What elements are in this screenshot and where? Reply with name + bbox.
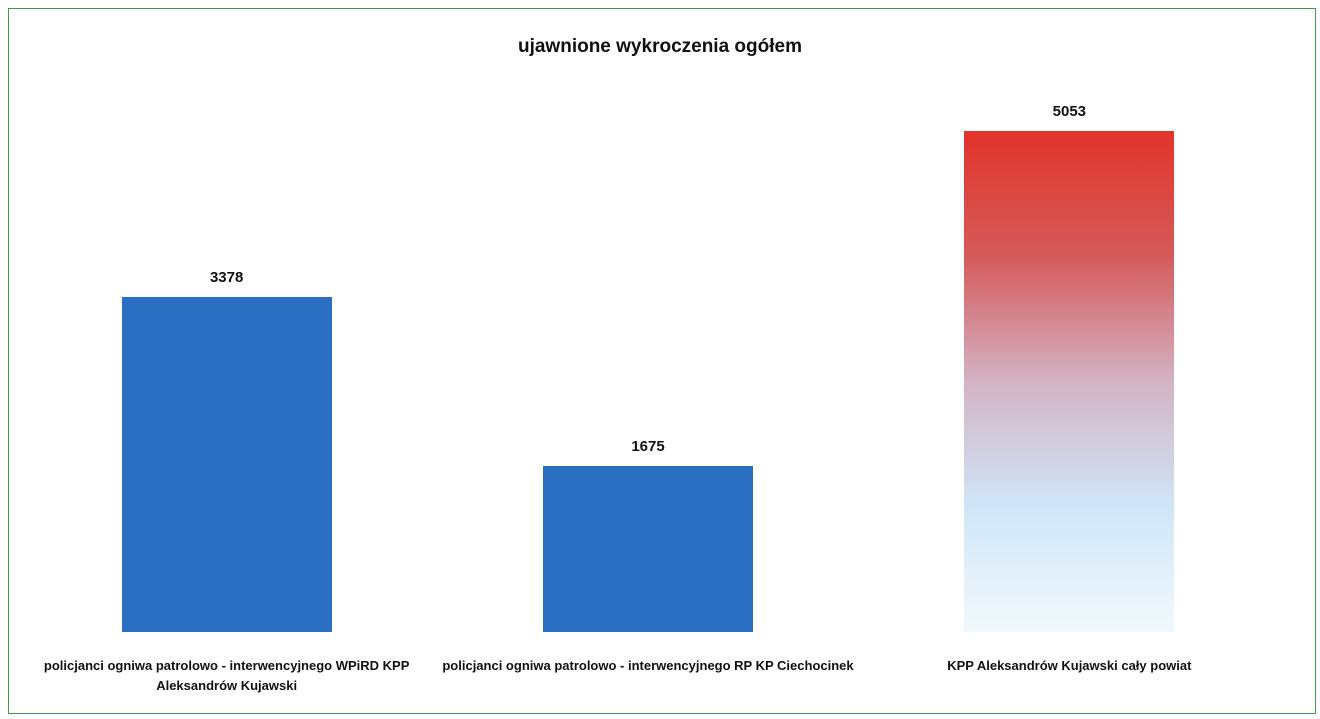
chart-title: ujawnione wykroczenia ogółem xyxy=(517,36,802,57)
value-label: 5053 xyxy=(1052,103,1087,120)
x-tick-label: policjanci ogniwa patrolowo - interwency… xyxy=(43,658,410,693)
value-label: 3378 xyxy=(209,269,244,287)
bar xyxy=(543,465,753,632)
bar xyxy=(121,297,332,632)
value-label: 1675 xyxy=(631,437,665,455)
chart-frame xyxy=(8,8,1316,714)
x-tick-label: policjanci ogniwa patrolowo - interwency… xyxy=(442,658,854,673)
bar xyxy=(964,131,1175,632)
x-tick-label: KPP Aleksandrów Kujawski cały powiat xyxy=(947,658,1192,673)
